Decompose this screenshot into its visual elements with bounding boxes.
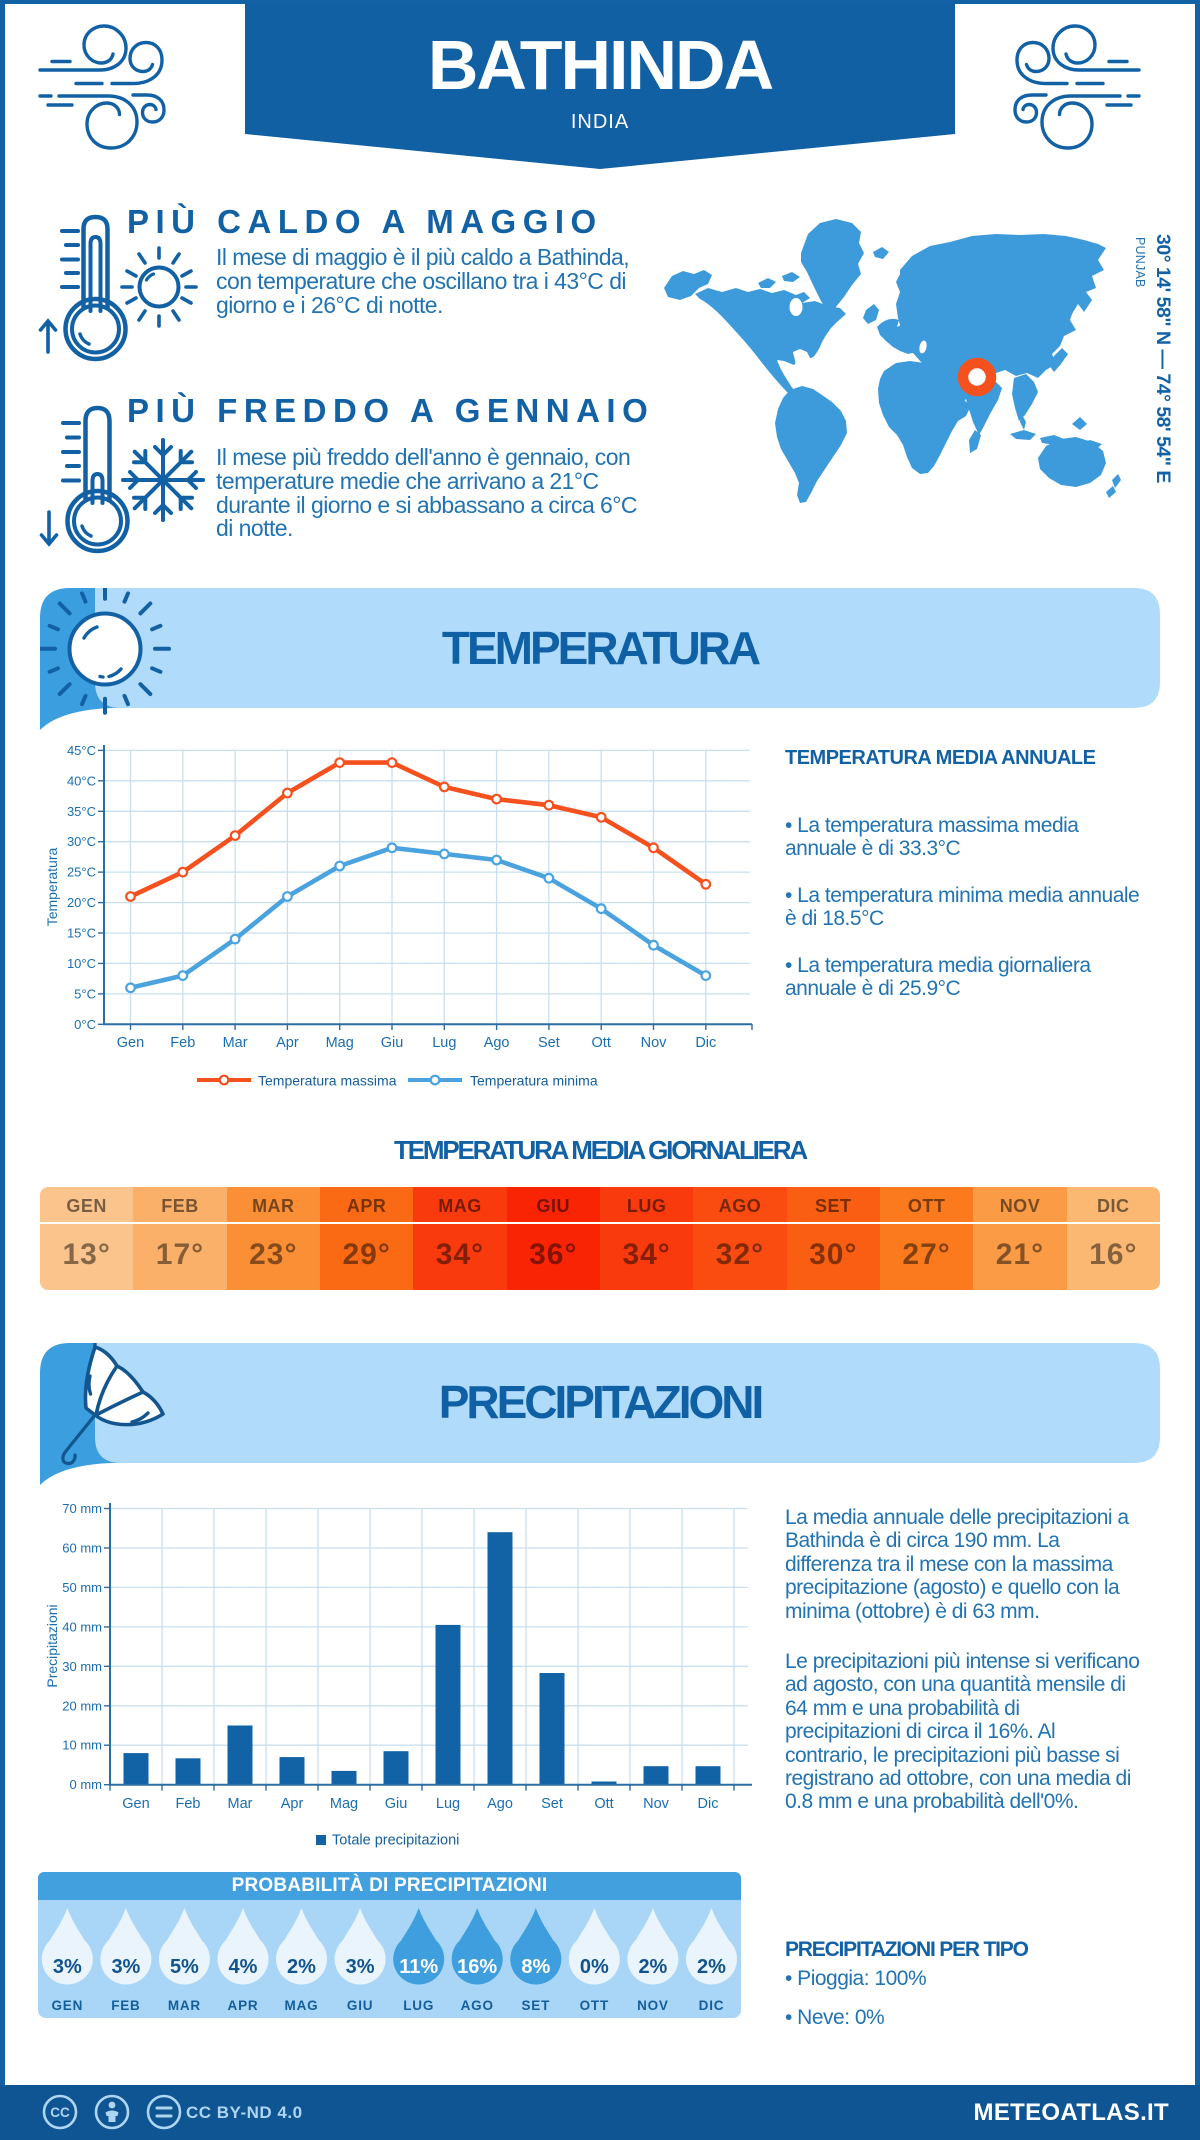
svg-text:Apr: Apr <box>276 1035 299 1051</box>
svg-text:0%: 0% <box>580 1956 609 1978</box>
svg-text:Precipitazioni: Precipitazioni <box>44 1604 60 1687</box>
svg-text:16%: 16% <box>457 1956 497 1978</box>
svg-text:Set: Set <box>538 1035 560 1051</box>
svg-text:3%: 3% <box>53 1956 82 1978</box>
svg-text:SET: SET <box>521 1998 550 2013</box>
svg-text:APR: APR <box>228 1998 259 2013</box>
svg-text:Nov: Nov <box>641 1035 668 1051</box>
svg-text:Dic: Dic <box>695 1035 716 1051</box>
svg-text:CC BY-ND 4.0: CC BY-ND 4.0 <box>186 2103 303 2122</box>
svg-text:20°C: 20°C <box>67 895 96 910</box>
svg-text:MAG: MAG <box>285 1998 319 2013</box>
svg-text:Feb: Feb <box>176 1796 201 1812</box>
svg-text:MAR: MAR <box>168 1998 201 2013</box>
svg-text:Ott: Ott <box>594 1796 613 1812</box>
svg-text:Feb: Feb <box>170 1035 195 1051</box>
svg-text:70 mm: 70 mm <box>62 1501 102 1516</box>
svg-text:Mag: Mag <box>326 1035 354 1051</box>
svg-text:GIU: GIU <box>347 1998 373 2013</box>
svg-text:40 mm: 40 mm <box>62 1619 102 1634</box>
svg-text:Ott: Ott <box>592 1035 611 1051</box>
svg-text:8%: 8% <box>521 1956 550 1978</box>
svg-text:45°C: 45°C <box>67 743 96 758</box>
svg-text:3%: 3% <box>111 1956 140 1978</box>
svg-text:2%: 2% <box>638 1956 667 1978</box>
svg-text:5°C: 5°C <box>74 986 96 1001</box>
svg-text:50 mm: 50 mm <box>62 1580 102 1595</box>
svg-text:Gen: Gen <box>122 1796 149 1812</box>
svg-text:Mar: Mar <box>223 1035 248 1051</box>
svg-text:Nov: Nov <box>643 1796 670 1812</box>
svg-text:Set: Set <box>541 1796 563 1812</box>
svg-text:2%: 2% <box>287 1956 316 1978</box>
svg-text:Apr: Apr <box>281 1796 304 1812</box>
svg-text:Giu: Giu <box>381 1035 404 1051</box>
svg-text:10°C: 10°C <box>67 956 96 971</box>
svg-text:4%: 4% <box>229 1956 258 1978</box>
svg-text:Totale precipitazioni: Totale precipitazioni <box>332 1833 459 1849</box>
svg-text:GEN: GEN <box>51 1998 83 2013</box>
svg-text:30 mm: 30 mm <box>62 1659 102 1674</box>
svg-text:Dic: Dic <box>698 1796 719 1812</box>
svg-text:40°C: 40°C <box>67 773 96 788</box>
svg-text:5%: 5% <box>170 1956 199 1978</box>
svg-text:0 mm: 0 mm <box>70 1777 103 1792</box>
svg-text:CC: CC <box>50 2105 70 2120</box>
svg-text:15°C: 15°C <box>67 926 96 941</box>
svg-text:Ago: Ago <box>487 1796 513 1812</box>
svg-text:3%: 3% <box>346 1956 375 1978</box>
svg-text:Mag: Mag <box>330 1796 358 1812</box>
svg-text:60 mm: 60 mm <box>62 1541 102 1556</box>
svg-text:Lug: Lug <box>432 1035 456 1051</box>
svg-text:DIC: DIC <box>699 1998 725 2013</box>
svg-text:25°C: 25°C <box>67 865 96 880</box>
svg-text:AGO: AGO <box>461 1998 494 2013</box>
svg-text:35°C: 35°C <box>67 804 96 819</box>
svg-text:10 mm: 10 mm <box>62 1738 102 1753</box>
svg-text:30°C: 30°C <box>67 834 96 849</box>
svg-text:20 mm: 20 mm <box>62 1698 102 1713</box>
svg-text:Mar: Mar <box>228 1796 253 1812</box>
svg-text:11%: 11% <box>399 1956 438 1978</box>
svg-text:Ago: Ago <box>484 1035 510 1051</box>
svg-text:Temperatura minima: Temperatura minima <box>470 1073 598 1089</box>
svg-text:FEB: FEB <box>111 1998 140 2013</box>
svg-text:2%: 2% <box>697 1956 726 1978</box>
svg-text:Lug: Lug <box>436 1796 460 1812</box>
svg-text:Giu: Giu <box>385 1796 408 1812</box>
svg-text:0°C: 0°C <box>74 1017 96 1032</box>
svg-text:Temperatura: Temperatura <box>44 847 60 926</box>
svg-text:Gen: Gen <box>117 1035 144 1051</box>
svg-text:LUG: LUG <box>403 1998 434 2013</box>
svg-text:OTT: OTT <box>580 1998 609 2013</box>
svg-text:Temperatura massima: Temperatura massima <box>258 1073 397 1089</box>
svg-text:NOV: NOV <box>637 1998 669 2013</box>
